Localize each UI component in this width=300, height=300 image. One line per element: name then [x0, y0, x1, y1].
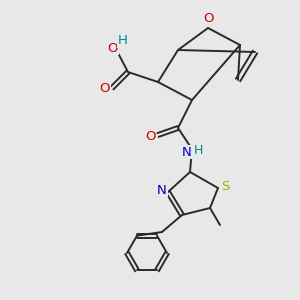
Text: H: H: [118, 34, 128, 47]
Text: O: O: [100, 82, 110, 95]
Text: O: O: [145, 130, 155, 142]
Text: S: S: [221, 179, 229, 193]
Text: O: O: [108, 41, 118, 55]
Text: O: O: [204, 13, 214, 26]
Text: H: H: [193, 143, 203, 157]
Text: N: N: [157, 184, 167, 196]
Text: N: N: [182, 146, 192, 158]
